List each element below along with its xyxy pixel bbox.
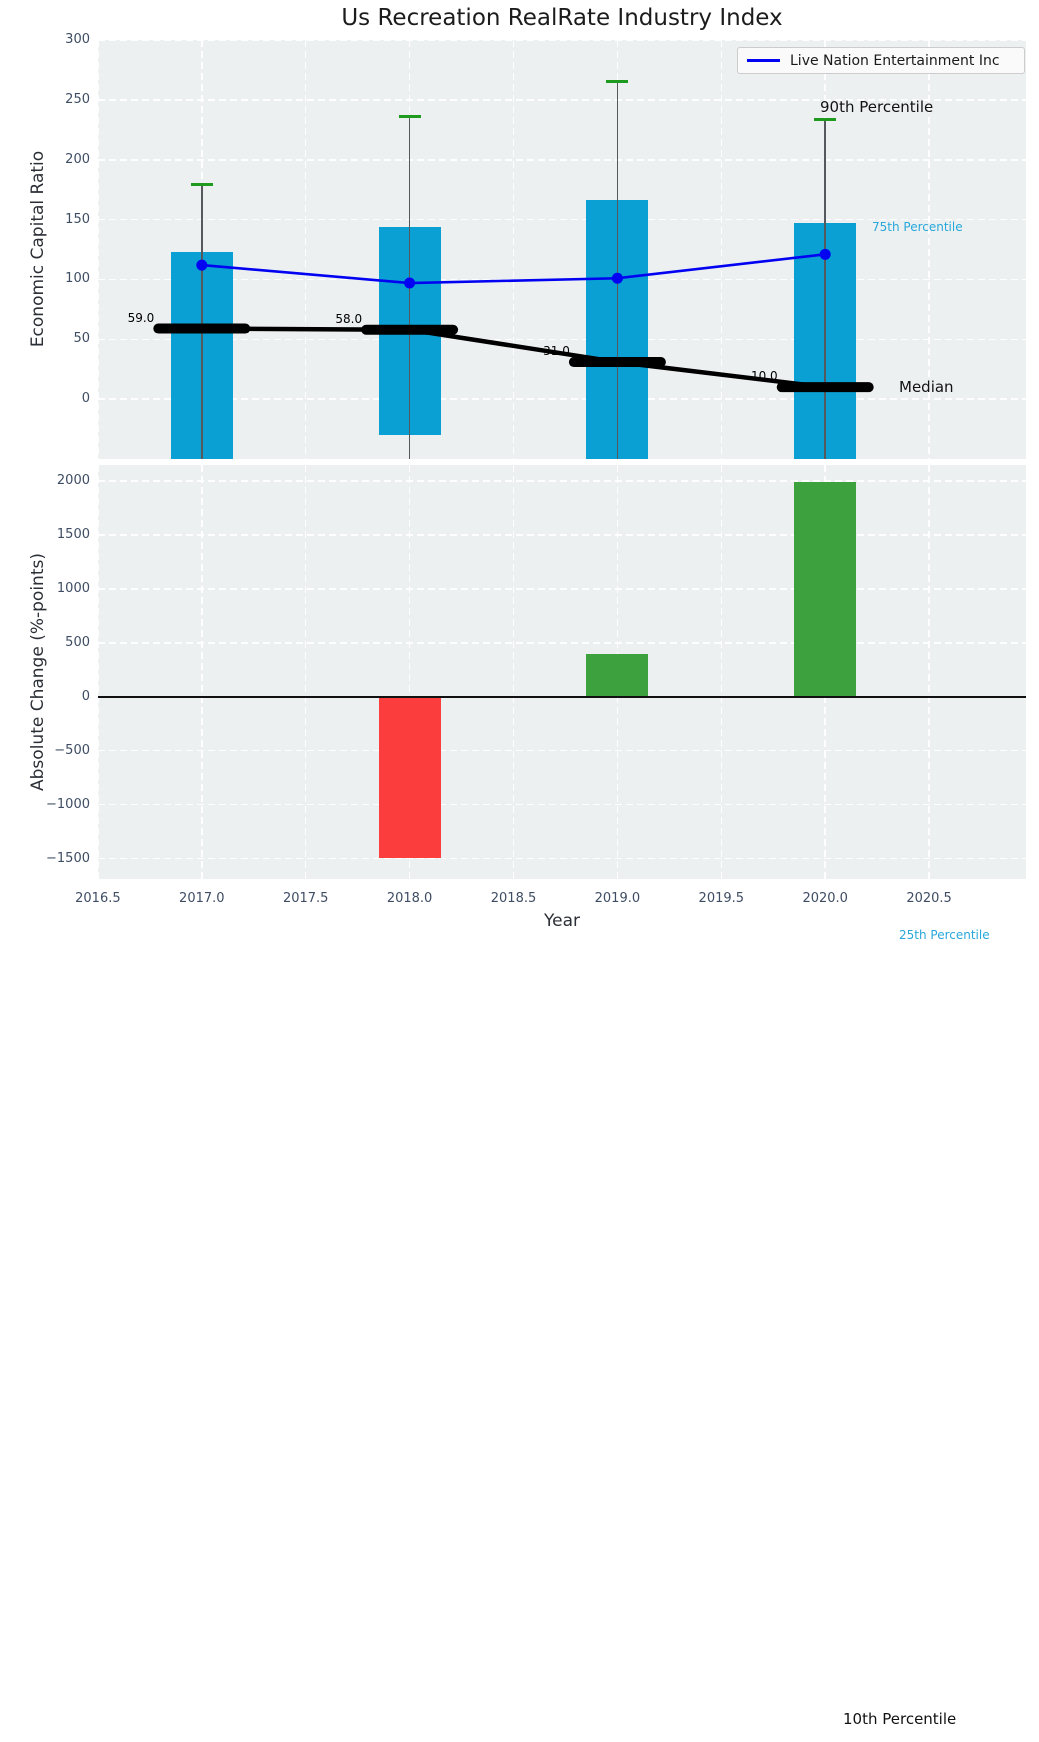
bottom-gridline-h bbox=[98, 533, 1026, 536]
xtick-label: 2016.5 bbox=[75, 891, 121, 906]
change-bar bbox=[794, 481, 857, 696]
top-gridline-v bbox=[98, 40, 99, 459]
whisker-line bbox=[616, 81, 619, 459]
xtick-label: 2018.0 bbox=[386, 891, 433, 906]
bottom-ytick-label: 500 bbox=[65, 634, 90, 650]
top-ytick-label: 100 bbox=[65, 271, 90, 287]
chart-title: Us Recreation RealRate Industry Index bbox=[341, 5, 783, 31]
xtick-label: 2017.0 bbox=[179, 891, 225, 906]
live-nation-marker bbox=[819, 248, 831, 260]
median-value-label: 59.0 bbox=[127, 310, 155, 325]
top-gridline-v bbox=[928, 40, 930, 459]
bottom-ytick-label: 1500 bbox=[56, 526, 90, 542]
top-ytick-label: 200 bbox=[65, 151, 90, 167]
bottom-gridline-h bbox=[98, 803, 1026, 806]
bottom-ytick-label: −1000 bbox=[46, 796, 90, 812]
live-nation-marker bbox=[404, 277, 416, 289]
top-gridline-h bbox=[98, 218, 1026, 221]
top-axes-plot-area: 59.0 58.0 31.0 10.0 bbox=[98, 40, 1026, 459]
bottom-gridline-v bbox=[304, 465, 307, 879]
legend: Live Nation Entertainment Inc bbox=[737, 47, 1025, 74]
p90-cap bbox=[606, 80, 629, 84]
bottom-gridline-v bbox=[98, 465, 99, 879]
bottom-ytick-label: −1500 bbox=[46, 850, 90, 866]
xaxis-title: Year bbox=[544, 911, 580, 931]
median-value-label: 10.0 bbox=[750, 369, 778, 384]
top-gridline-h bbox=[98, 40, 1026, 41]
top-ytick-label: 150 bbox=[65, 211, 90, 227]
bottom-gridline-v bbox=[201, 465, 203, 879]
top-gridline-h bbox=[98, 398, 1026, 400]
top-chart-lines-svg bbox=[153, 248, 874, 393]
legend-label: Live Nation Entertainment Inc bbox=[790, 52, 1000, 69]
annotation-75th-percentile: 75th Percentile bbox=[872, 220, 963, 234]
bottom-ytick-label: 0 bbox=[81, 688, 90, 704]
top-ytick-label: 0 bbox=[81, 391, 90, 407]
top-gridline-v bbox=[720, 40, 723, 459]
top-ytick-label: 250 bbox=[65, 91, 90, 107]
bottom-ytick-label: −500 bbox=[54, 742, 90, 758]
live-nation-marker bbox=[611, 272, 623, 284]
bottom-gridline-v bbox=[720, 465, 723, 879]
median-trend-line bbox=[201, 326, 826, 390]
live-nation-line bbox=[201, 253, 826, 285]
bottom-gridline-v bbox=[512, 465, 515, 879]
bottom-gridline-h bbox=[98, 749, 1026, 752]
bottom-ytick-label: 2000 bbox=[56, 472, 90, 488]
legend-line-swatch bbox=[747, 59, 780, 62]
top-gridline-h bbox=[98, 99, 1026, 101]
bottom-ytick-label: 1000 bbox=[56, 580, 90, 596]
whisker-line bbox=[824, 119, 826, 459]
live-nation-marker bbox=[196, 259, 208, 271]
top-ytick-label: 300 bbox=[65, 32, 90, 48]
p90-cap bbox=[814, 117, 837, 121]
whisker-line bbox=[201, 184, 203, 459]
top-ytick-label: 50 bbox=[73, 331, 90, 347]
median-value-label: 31.0 bbox=[543, 344, 570, 359]
xtick-label: 2019.5 bbox=[698, 891, 745, 906]
median-value-label: 58.0 bbox=[335, 311, 363, 326]
bottom-gridline-h bbox=[98, 857, 1026, 860]
xtick-label: 2019.0 bbox=[594, 891, 641, 906]
xtick-label: 2018.5 bbox=[490, 891, 537, 906]
top-gridline-h bbox=[98, 158, 1026, 161]
bottom-gridline-v bbox=[928, 465, 930, 879]
top-gridline-v bbox=[304, 40, 307, 459]
xtick-label: 2020.5 bbox=[906, 891, 952, 906]
xtick-label: 2017.5 bbox=[282, 891, 329, 906]
xtick-label: 2020.0 bbox=[802, 891, 848, 906]
bottom-axes-plot-area bbox=[98, 465, 1026, 879]
top-gridline-v bbox=[512, 40, 515, 459]
annotation-90th-percentile: 90th Percentile bbox=[820, 98, 934, 116]
bottom-gridline-h bbox=[98, 641, 1026, 644]
change-bar bbox=[378, 698, 441, 858]
top-gridline-h bbox=[98, 338, 1026, 341]
zero-line bbox=[98, 695, 1026, 698]
bottom-gridline-h bbox=[98, 480, 1026, 482]
p90-cap bbox=[398, 115, 421, 119]
change-bar bbox=[586, 654, 649, 696]
annotation-median: Median bbox=[899, 378, 954, 396]
annotation-10th-percentile: 10th Percentile bbox=[843, 1710, 957, 1728]
annotation-25th-percentile: 25th Percentile bbox=[899, 928, 990, 942]
bottom-gridline-v bbox=[408, 465, 411, 879]
p90-cap bbox=[190, 183, 213, 187]
bottom-gridline-h bbox=[98, 587, 1026, 590]
